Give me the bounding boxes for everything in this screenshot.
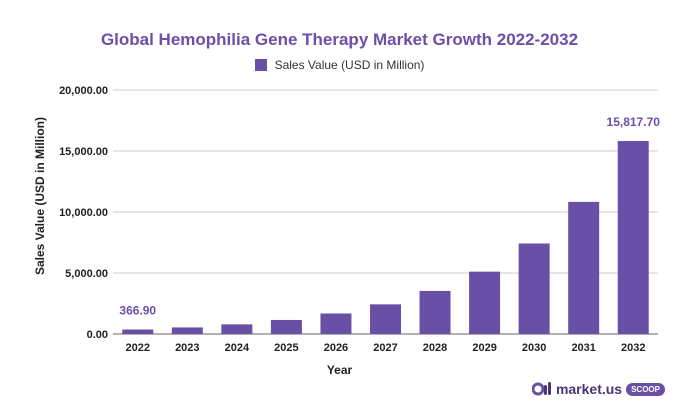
y-tick-label: 0.00 (87, 329, 108, 341)
x-tick-label: 2024 (225, 342, 250, 354)
data-label: 366.90 (119, 304, 156, 318)
bar-2027 (370, 304, 401, 334)
brand-name: market.us (555, 381, 623, 397)
x-tick-label: 2030 (522, 342, 546, 354)
x-tick-label: 2023 (175, 342, 199, 354)
bar-2029 (469, 271, 501, 334)
y-axis-title: Sales Value (USD in Million) (33, 116, 47, 276)
y-tick-label: 20,000.00 (59, 85, 108, 97)
bar-2032 (617, 141, 649, 334)
brand-badge: SCOOP (626, 382, 665, 396)
x-tick-label: 2029 (472, 342, 496, 354)
bar-2031 (568, 201, 600, 334)
legend-swatch (254, 59, 267, 71)
data-label: 15,817.70 (607, 115, 661, 129)
x-tick-label: 2022 (126, 342, 150, 354)
x-tick-label: 2026 (324, 342, 348, 354)
x-tick-label: 2025 (274, 342, 298, 354)
y-tick-label: 5,000.00 (65, 268, 108, 280)
y-tick-label: 15,000.00 (59, 146, 108, 158)
chart-title: Global Hemophilia Gene Therapy Market Gr… (100, 30, 579, 49)
bar-2025 (270, 319, 302, 334)
legend-label: Sales Value (USD in Million) (274, 58, 425, 72)
bar-2030 (518, 243, 550, 334)
bar-2023 (171, 327, 203, 334)
bar-2026 (320, 313, 352, 334)
bar-2028 (419, 290, 451, 334)
x-tick-label: 2027 (373, 342, 397, 354)
bar-2022 (122, 329, 154, 334)
bar-2024 (221, 324, 253, 334)
market-us-logo-icon (531, 382, 551, 396)
x-tick-label: 2031 (571, 342, 595, 354)
x-axis-title: Year (326, 363, 353, 377)
y-tick-label: 10,000.00 (59, 207, 108, 219)
x-tick-label: 2032 (621, 342, 645, 354)
x-tick-label: 2028 (423, 342, 447, 354)
chart-legend: Sales Value (USD in Million) (0, 58, 679, 72)
brand-logo: market.us SCOOP (531, 381, 665, 397)
